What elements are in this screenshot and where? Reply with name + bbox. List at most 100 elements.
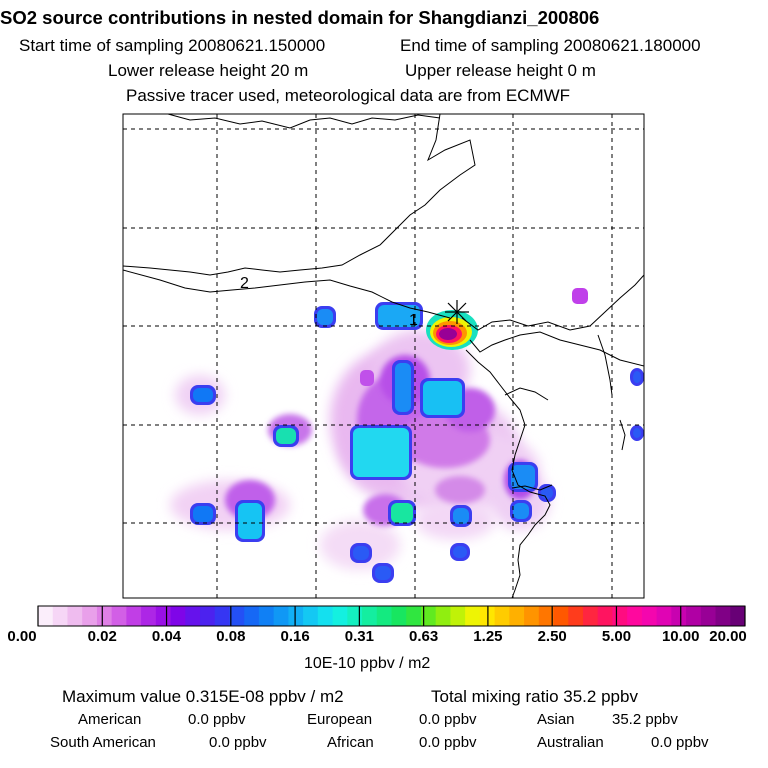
- plume-patch: [391, 503, 413, 523]
- color-scale-swatch: [317, 606, 334, 626]
- color-scale-bar: [37, 605, 746, 627]
- color-scale-swatch: [155, 606, 172, 626]
- region-name-asian: Asian: [537, 711, 575, 728]
- plume-patch: [276, 428, 296, 444]
- plume-patch: [378, 305, 420, 327]
- color-scale-swatch: [376, 606, 392, 626]
- plume-patch: [633, 371, 641, 383]
- station-marker-icon: [445, 300, 469, 324]
- color-scale-swatch: [509, 606, 525, 626]
- region-value-european: 0.0 ppbv: [419, 711, 477, 728]
- color-scale-swatch: [406, 606, 422, 626]
- plume-patch: [395, 363, 411, 412]
- plume-patch: [513, 503, 529, 519]
- color-scale-swatch: [715, 606, 731, 626]
- region-value-asian: 35.2 ppbv: [612, 711, 678, 728]
- plume-patch: [193, 506, 213, 522]
- plume-patch: [453, 508, 469, 524]
- color-scale-swatch: [303, 606, 319, 626]
- lat-lon-grid: [123, 114, 644, 598]
- color-scale-swatch: [656, 606, 672, 626]
- color-scale-tick-label: 0.31: [344, 628, 374, 645]
- tracer-note: Passive tracer used, meteorological data…: [126, 86, 571, 105]
- color-scale-swatch: [185, 606, 201, 626]
- color-scale-swatch: [686, 606, 702, 626]
- region-name-south-american: South American: [50, 734, 156, 751]
- color-scale-tick-label: 0.16: [280, 628, 310, 645]
- color-scale-tick-label: 0.02: [87, 628, 117, 645]
- plume-patch: [193, 388, 213, 402]
- color-scale-tick-label: 1.25: [473, 628, 503, 645]
- color-scale-swatch: [141, 606, 157, 626]
- end-time-label: End time of sampling 20080621.180000: [400, 36, 701, 55]
- plume-patch: [633, 428, 641, 438]
- plume-region: [435, 476, 485, 504]
- region-name-african: African: [327, 734, 374, 751]
- color-scale-swatch: [38, 606, 54, 626]
- color-scale-swatch: [229, 606, 245, 626]
- color-scale-swatch: [244, 606, 260, 626]
- contour-label-1: 1: [409, 312, 418, 329]
- color-scale-swatch: [332, 606, 348, 626]
- color-scale-swatch: [582, 606, 599, 626]
- color-scale-swatch: [730, 606, 746, 626]
- color-scale-swatch: [126, 606, 142, 626]
- plume-patch: [238, 503, 262, 539]
- color-scale-swatch: [82, 606, 98, 626]
- color-scale-tick-label: 0.04: [151, 628, 182, 645]
- total-mixing-label: Total mixing ratio 35.2 ppbv: [431, 687, 638, 706]
- color-scale-tick-label: 0.08: [216, 628, 246, 645]
- color-scale-tick-label: 5.00: [601, 628, 632, 645]
- contour-label-2: 2: [240, 275, 249, 292]
- color-scale-swatch: [200, 606, 216, 626]
- max-value-label: Maximum value 0.315E-08 ppbv / m2: [62, 687, 344, 706]
- start-time-label: Start time of sampling 20080621.150000: [19, 36, 326, 55]
- color-scale-swatch: [671, 606, 687, 626]
- color-scale-swatch: [362, 606, 378, 626]
- color-scale-swatch: [627, 606, 643, 626]
- color-scale-tick-label: 0.63: [409, 628, 439, 645]
- color-scale-swatch: [391, 606, 407, 626]
- plume-patch: [453, 546, 467, 558]
- color-scale-swatch: [111, 606, 127, 626]
- color-scale-swatch: [435, 606, 451, 626]
- coastlines-and-borders: [123, 114, 644, 598]
- color-scale-swatch: [273, 606, 289, 626]
- color-scale-swatch: [494, 606, 510, 626]
- lower-release-label: Lower release height 20 m: [108, 61, 309, 80]
- hotspot-core: [439, 328, 457, 340]
- plume-patch: [572, 288, 588, 304]
- chart-title: SO2 source contributions in nested domai…: [0, 7, 600, 28]
- upper-release-label: Upper release height 0 m: [405, 61, 596, 80]
- color-scale-swatch: [465, 606, 481, 626]
- color-scale-swatch: [67, 606, 83, 626]
- color-scale-swatch: [568, 606, 584, 626]
- color-scale-swatch: [538, 606, 555, 626]
- plume-patch: [375, 566, 391, 580]
- color-scale-swatch: [288, 606, 304, 626]
- region-name-european: European: [307, 711, 373, 728]
- color-scale-swatch: [597, 606, 613, 626]
- region-value-african: 0.0 ppbv: [419, 734, 477, 751]
- color-scale-frame: [37, 605, 746, 627]
- plume-patch: [353, 428, 409, 477]
- region-value-australian: 0.0 ppbv: [651, 734, 709, 751]
- region-value-american: 0.0 ppbv: [188, 711, 246, 728]
- color-scale-swatch: [258, 606, 275, 626]
- color-scale-tick-label: 0.00: [7, 628, 37, 645]
- color-scale-swatch: [524, 606, 540, 626]
- region-value-south-american: 0.0 ppbv: [209, 734, 267, 751]
- units-label: 10E-10 ppbv / m2: [304, 655, 431, 672]
- color-scale-tick-label: 2.50: [537, 628, 567, 645]
- plume-patch: [317, 309, 333, 325]
- color-scale-swatch: [96, 606, 113, 626]
- color-scale-swatch: [420, 606, 437, 626]
- color-scale-swatch: [347, 606, 363, 626]
- plume-patch: [423, 381, 462, 415]
- concentration-field: [170, 288, 644, 583]
- color-scale-swatch: [214, 606, 230, 626]
- region-name-american: American: [78, 711, 142, 728]
- color-scale-swatch: [612, 606, 628, 626]
